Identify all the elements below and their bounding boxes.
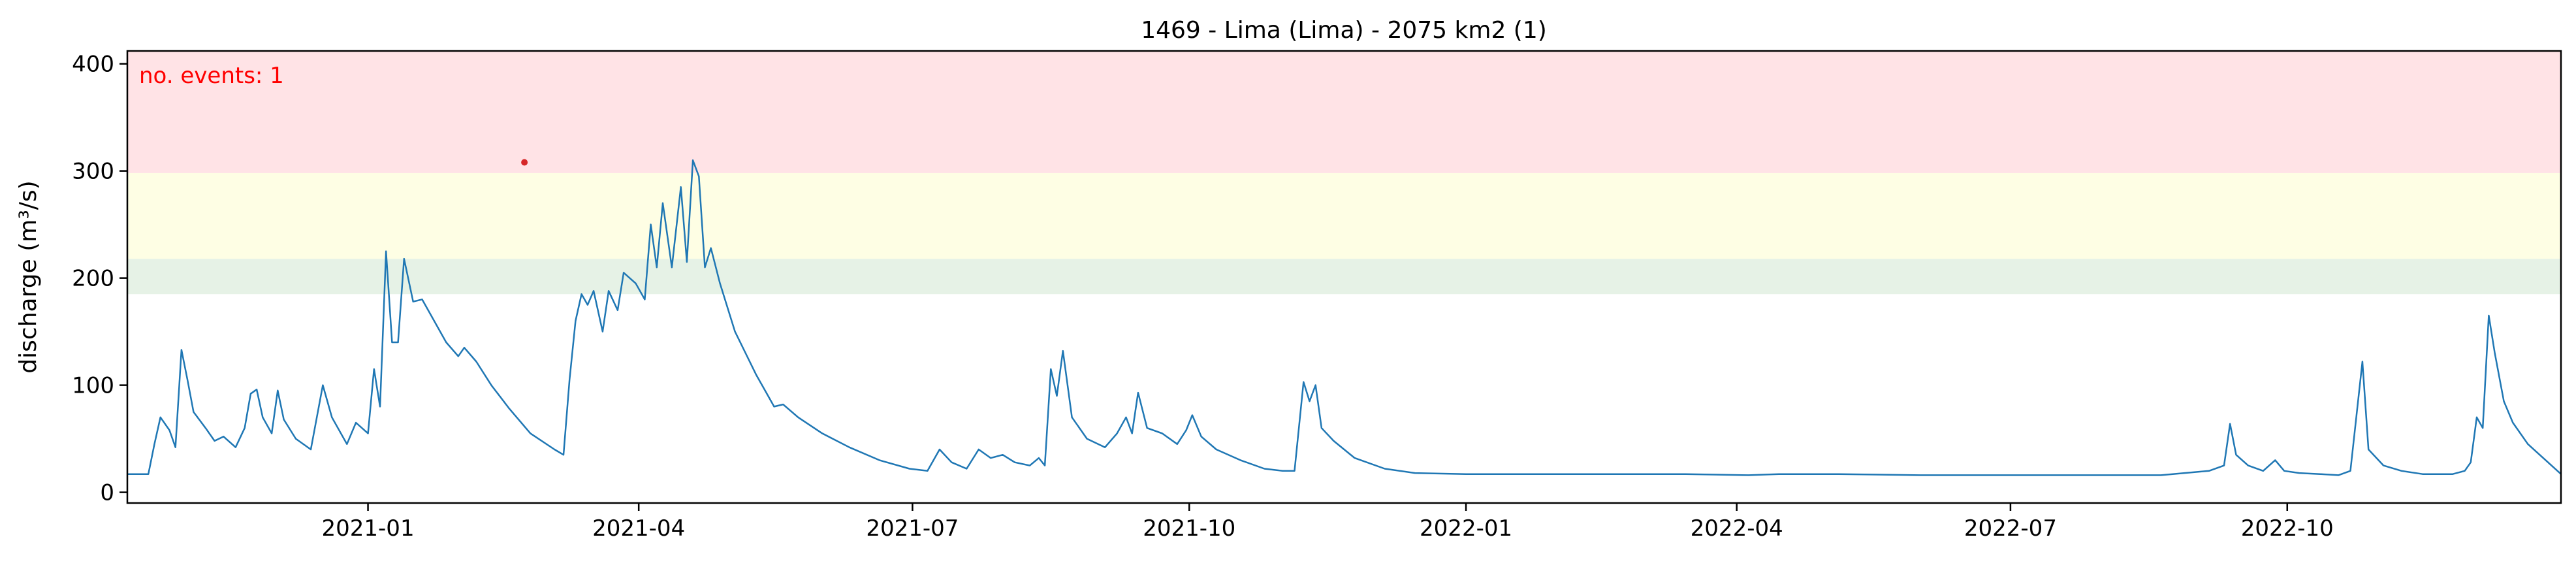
y-tick-label: 0 [100, 480, 114, 506]
event-marker-1 [521, 159, 528, 166]
y-tick-label: 200 [72, 266, 114, 292]
y-axis-label: discharge (m³/s) [15, 180, 42, 373]
x-tick-label: 2022-01 [1420, 515, 1512, 542]
y-tick-label: 400 [72, 52, 114, 78]
threshold-band-2 [127, 172, 2561, 259]
x-tick-label: 2021-01 [322, 515, 415, 542]
discharge-series-line [127, 159, 2562, 476]
x-axis-ticks: 2021-01 2021-04 2021-07 2021-10 2022-01 2022-… [322, 503, 2334, 542]
x-tick-label: 2022-10 [2241, 515, 2334, 542]
threshold-band-1 [127, 259, 2561, 295]
threshold-bands [127, 51, 2561, 295]
y-tick-label: 300 [72, 159, 114, 185]
plot-frame [126, 50, 2562, 504]
y-axis-ticks: 0 100 200 300 400 [72, 52, 127, 506]
x-tick-label: 2021-10 [1143, 515, 1235, 542]
x-tick-label: 2022-07 [1964, 515, 2057, 542]
y-tick-label: 100 [72, 373, 114, 399]
x-tick-label: 2021-07 [866, 515, 959, 542]
event-count-annotation: no. events: 1 [139, 63, 284, 89]
threshold-band-3 [127, 51, 2561, 173]
x-tick-label: 2021-04 [592, 515, 685, 542]
event-markers [521, 159, 528, 166]
chart-title: 1469 - Lima (Lima) - 2075 km2 (1) [1141, 17, 1547, 44]
x-tick-label: 2022-04 [1691, 515, 1783, 542]
